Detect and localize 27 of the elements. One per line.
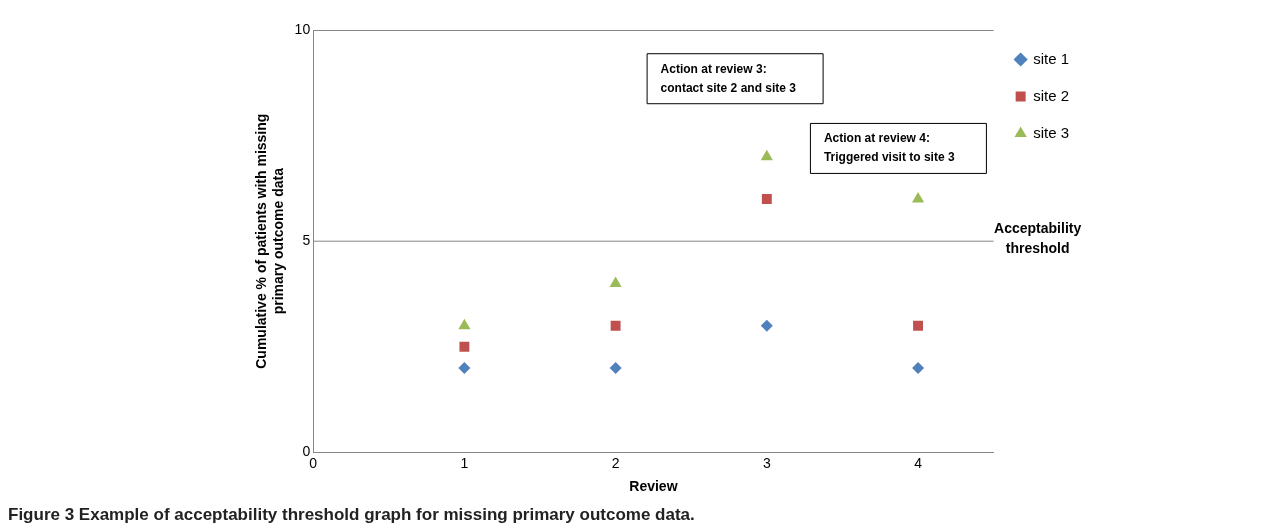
y-tick-label: 5: [302, 232, 311, 249]
annotation: Action at review 4: Triggered visit to site 3: [823, 131, 955, 165]
point: [609, 361, 622, 374]
legend-label: site 3: [1033, 123, 1070, 141]
x-axis-title: Review: [629, 478, 678, 495]
point: [760, 319, 773, 332]
x-tick-label: 3: [762, 454, 771, 471]
point: [760, 149, 773, 161]
x-tick-label: 1: [460, 454, 469, 471]
point: [459, 341, 470, 352]
point: [609, 276, 622, 287]
x-tick-label: 2: [611, 454, 620, 471]
x-tick-label: 4: [914, 454, 923, 471]
point: [913, 320, 923, 331]
point: [458, 318, 471, 330]
legend-label: site 1: [1033, 49, 1070, 67]
point: [761, 194, 772, 204]
y-tick-label: 10: [294, 20, 311, 37]
point: [610, 320, 621, 331]
y-axis-title: Cumulative % of patients with missing primary outcome data: [253, 113, 287, 369]
point: [912, 361, 925, 374]
text: Figure 3 Example of acceptability threshold graph for missing primary outcome data.: [8, 505, 695, 525]
ref-line-label: Acceptability threshold: [994, 220, 1082, 257]
legend-label: site 2: [1033, 86, 1070, 104]
y-tick-label: 0: [302, 443, 311, 460]
annotation: Action at review 3: contact site 2 and site 3: [660, 61, 797, 95]
point: [458, 361, 471, 374]
